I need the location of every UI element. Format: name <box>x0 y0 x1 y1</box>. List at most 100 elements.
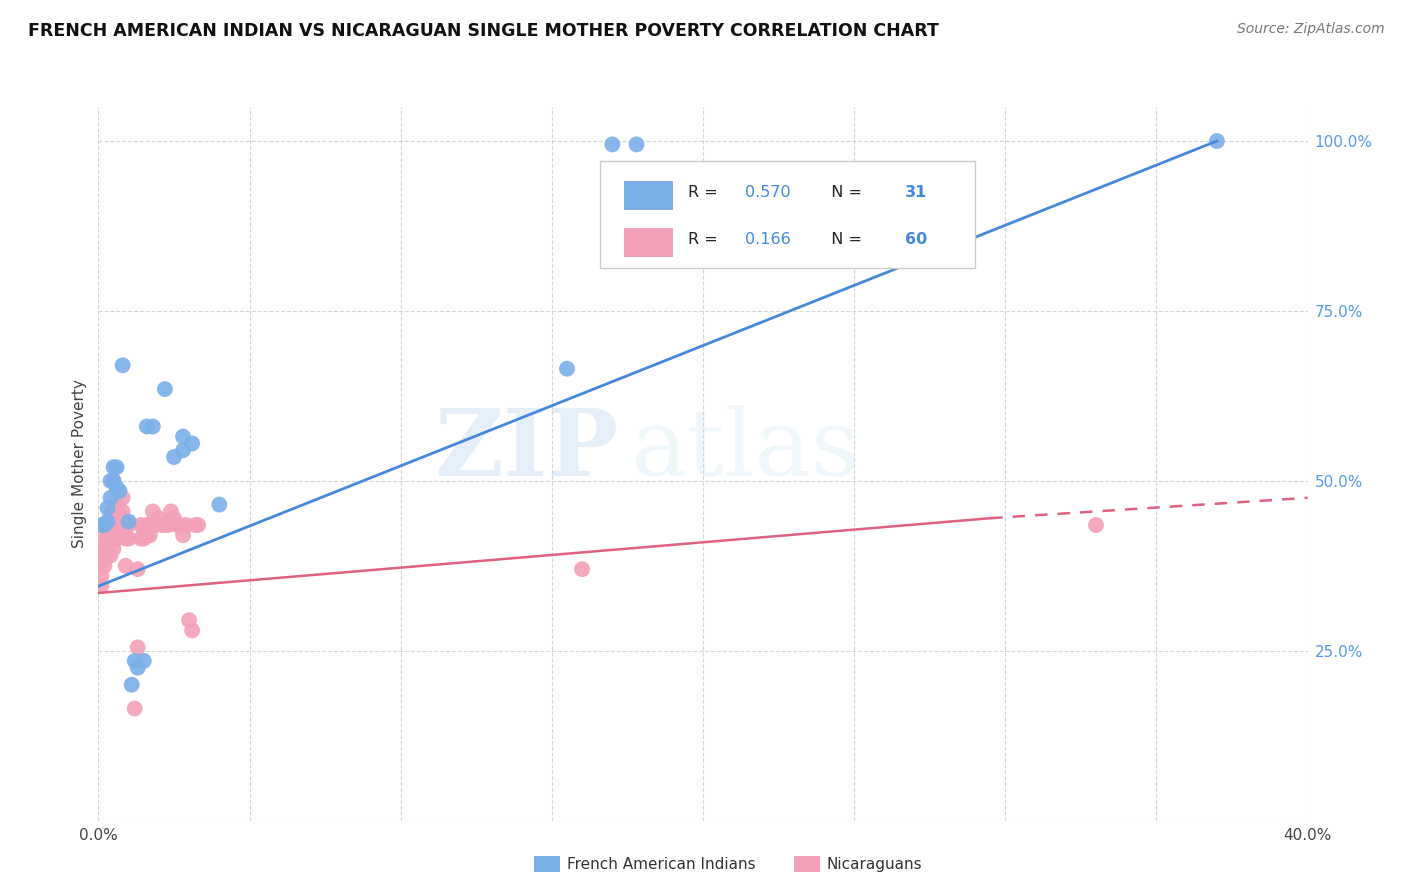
Point <box>103 504 125 518</box>
Point <box>150 518 173 533</box>
Point <box>118 532 141 546</box>
Point <box>90 569 112 583</box>
Point <box>93 558 115 573</box>
Point <box>100 532 122 546</box>
Point <box>105 460 128 475</box>
Point <box>1085 518 1108 533</box>
Point <box>111 491 134 505</box>
Point <box>142 504 165 518</box>
Point <box>124 701 146 715</box>
Point <box>181 624 204 638</box>
Point <box>153 518 176 533</box>
Point <box>174 518 197 533</box>
Text: N =: N = <box>821 232 868 246</box>
Point <box>172 430 194 444</box>
Text: R =: R = <box>689 232 728 246</box>
Point <box>187 518 209 533</box>
Point <box>111 504 134 518</box>
Point <box>90 579 112 593</box>
Point <box>118 518 141 533</box>
Point <box>103 532 125 546</box>
Text: ZIP: ZIP <box>434 405 619 494</box>
Point <box>127 640 149 655</box>
Point <box>129 532 152 546</box>
Point <box>96 501 118 516</box>
Point <box>135 528 157 542</box>
Point <box>129 518 152 533</box>
Point <box>135 518 157 533</box>
FancyBboxPatch shape <box>600 161 976 268</box>
Text: 0.166: 0.166 <box>745 232 792 246</box>
Text: FRENCH AMERICAN INDIAN VS NICARAGUAN SINGLE MOTHER POVERTY CORRELATION CHART: FRENCH AMERICAN INDIAN VS NICARAGUAN SIN… <box>28 22 939 40</box>
Point <box>127 562 149 576</box>
Point <box>163 450 186 464</box>
Point <box>105 498 128 512</box>
Point <box>103 541 125 556</box>
Point <box>90 545 112 559</box>
Point <box>127 661 149 675</box>
Text: R =: R = <box>689 185 723 200</box>
Text: atlas: atlas <box>630 405 859 494</box>
Point <box>93 541 115 556</box>
Point <box>103 460 125 475</box>
Point <box>139 518 162 533</box>
Point <box>100 518 122 533</box>
Point <box>114 532 136 546</box>
Point <box>93 549 115 563</box>
Point <box>555 361 578 376</box>
Point <box>100 474 122 488</box>
Point <box>105 532 128 546</box>
Text: Nicaraguans: Nicaraguans <box>827 857 922 871</box>
Text: Source: ZipAtlas.com: Source: ZipAtlas.com <box>1237 22 1385 37</box>
Text: 31: 31 <box>905 185 927 200</box>
Point <box>135 419 157 434</box>
Point <box>103 474 125 488</box>
Point <box>132 654 155 668</box>
Point <box>93 518 115 533</box>
Point <box>169 518 191 533</box>
Point <box>90 518 112 533</box>
Text: N =: N = <box>821 185 868 200</box>
Point <box>626 137 648 152</box>
Point <box>118 515 141 529</box>
Point <box>184 518 207 533</box>
Point <box>100 508 122 522</box>
Point <box>108 508 131 522</box>
Text: 0.570: 0.570 <box>745 185 792 200</box>
Point <box>1206 134 1229 148</box>
Point <box>148 511 170 525</box>
Point <box>121 678 143 692</box>
Point <box>96 532 118 546</box>
Text: 60: 60 <box>905 232 927 246</box>
Point <box>105 481 128 495</box>
Point <box>96 549 118 563</box>
Point <box>103 474 125 488</box>
Point <box>96 521 118 535</box>
Point <box>208 498 231 512</box>
Point <box>172 528 194 542</box>
Point <box>93 532 115 546</box>
Point <box>108 483 131 498</box>
FancyBboxPatch shape <box>624 181 672 210</box>
Point <box>96 515 118 529</box>
Point <box>160 504 183 518</box>
Point <box>153 382 176 396</box>
Point <box>139 528 162 542</box>
Point <box>177 613 201 627</box>
Point <box>142 419 165 434</box>
Point <box>602 137 624 152</box>
Point <box>96 541 118 556</box>
Point <box>156 518 179 533</box>
Y-axis label: Single Mother Poverty: Single Mother Poverty <box>72 379 87 549</box>
Text: French American Indians: French American Indians <box>567 857 755 871</box>
Point <box>100 549 122 563</box>
Point <box>172 443 194 458</box>
Point <box>90 555 112 569</box>
Point <box>181 436 204 450</box>
Point <box>132 521 155 535</box>
Point <box>111 359 134 373</box>
Point <box>571 562 593 576</box>
Point <box>100 491 122 505</box>
Point <box>166 518 188 533</box>
Point <box>145 518 167 533</box>
